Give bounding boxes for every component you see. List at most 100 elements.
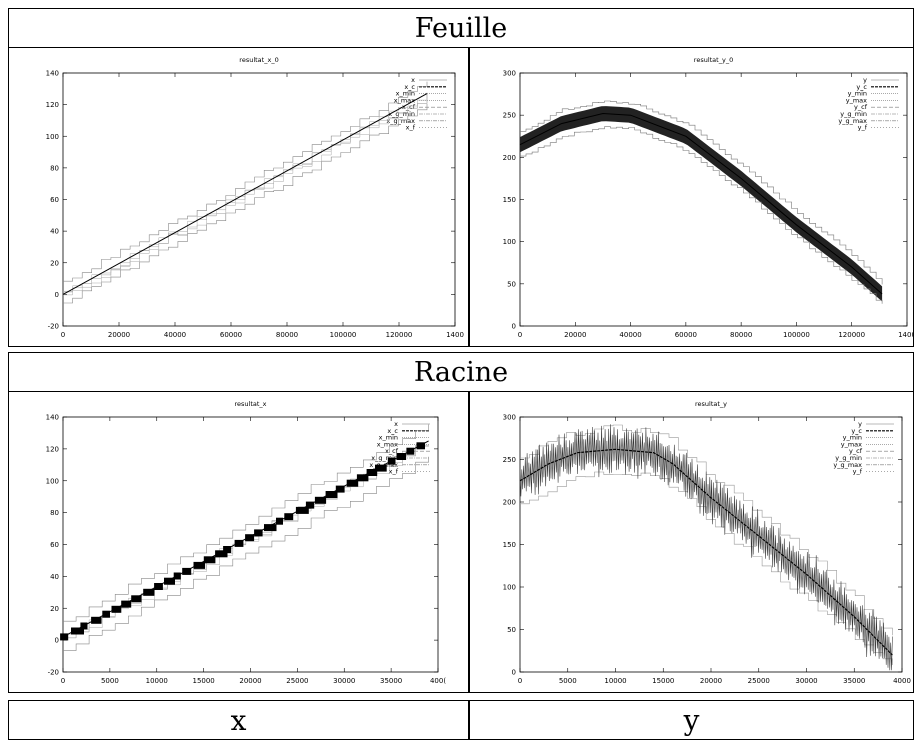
legend-label: y_g_min: [835, 454, 862, 462]
y-tick-label: -20: [48, 669, 59, 677]
series-x-block: [416, 442, 425, 450]
y-tick-label: 20: [50, 605, 59, 613]
series-x-block: [295, 506, 309, 514]
x-tick-label: 120000: [838, 331, 865, 339]
series-x-block: [406, 447, 415, 455]
legend-label: x: [394, 420, 398, 428]
series-x-block: [121, 600, 132, 608]
series-y: [519, 112, 883, 295]
legend-label: y_min: [843, 434, 862, 442]
series-x-block: [314, 496, 327, 504]
legend-label: x_min: [379, 434, 398, 442]
series-y-band: [520, 106, 883, 302]
chart-title: resultat_x: [234, 400, 266, 408]
chart-title: resultat_y_0: [694, 56, 733, 64]
y-tick-label: 80: [50, 164, 59, 172]
legend-label: y_g_max: [833, 461, 862, 469]
x-tick-label: 35000: [843, 677, 865, 685]
series-x-block: [193, 561, 206, 569]
y-tick-label: 40: [50, 228, 59, 236]
series-envelope: [63, 93, 428, 296]
x-tick-label: 5000: [559, 677, 577, 685]
series-x-block: [396, 453, 407, 460]
series-x-block: [215, 550, 228, 558]
legend-label: y_cf: [849, 447, 863, 455]
series-x-block: [111, 605, 122, 613]
legend-label: x_f: [389, 468, 399, 476]
x-tick-label: 100000: [783, 331, 810, 339]
series-y-oscillation: [519, 424, 893, 671]
x-tick-label: 40000: [619, 331, 641, 339]
x-tick-label: 40000: [164, 331, 186, 339]
x-tick-label: 60000: [220, 331, 242, 339]
series-x-block: [203, 556, 216, 564]
legend-label: y_cf: [854, 103, 868, 111]
chart-resultat-y-0: resultat_y_0 0 50 100 150 200 250 300 0 20000 4000…: [503, 56, 913, 339]
x-tick-label: 4000: [893, 677, 911, 685]
series-y_max: [520, 100, 883, 285]
y-tick-label: 200: [503, 154, 516, 162]
series-x-block: [91, 616, 102, 624]
y-tick-label: 200: [503, 499, 516, 507]
x-tick-label: 0: [518, 331, 522, 339]
series-x-block: [173, 572, 181, 580]
y-tick-label: 250: [503, 112, 516, 120]
y-tick-label: 120: [46, 101, 59, 109]
chart-panel-resultat-x: resultat_x -20 0 20 40 60 80 100 120 140 0 5000 1000…: [8, 391, 469, 693]
legend-label: y_f: [858, 124, 868, 132]
x-tick-label: 0: [61, 677, 65, 685]
series-x-block: [245, 534, 255, 542]
y-tick-label: 20: [50, 259, 59, 267]
x-tick-label: 80000: [730, 331, 752, 339]
x-tick-label: 20000: [239, 677, 261, 685]
x-tick-label: 25000: [286, 677, 308, 685]
legend-label: y: [863, 76, 867, 84]
series-y: [519, 448, 893, 656]
series-x-block: [131, 595, 142, 603]
series-x-block: [375, 464, 387, 472]
legend-label: x_max: [394, 96, 415, 104]
x-tick-label: 0: [61, 331, 65, 339]
legend-label: y_c: [851, 427, 862, 435]
series-x-block: [80, 622, 88, 630]
series-x-block: [223, 546, 232, 553]
series-x-block: [335, 485, 345, 493]
y-tick-label: 0: [55, 291, 59, 299]
series-x-block: [71, 627, 84, 635]
legend-label: y_g_max: [838, 117, 867, 125]
x-tick-label: 20000: [564, 331, 586, 339]
legend-label: x_min: [396, 90, 415, 98]
chart-resultat-y: resultat_y 0 50 100 150 200 250 300 0 5000 10000 15…: [503, 400, 911, 685]
series-x-block: [154, 583, 163, 590]
legend-label: y_g_min: [840, 110, 867, 118]
y-tick-label: 0: [55, 637, 59, 645]
legend-label: y_f: [853, 468, 863, 476]
chart-panel-resultat-y: resultat_y 0 50 100 150 200 250 300 0 5000 10000 15…: [469, 391, 914, 693]
y-tick-label: 150: [503, 541, 516, 549]
x-tick-label: 20000: [108, 331, 130, 339]
legend-label: x_c: [387, 427, 398, 435]
chart-panel-resultat-y-0: resultat_y_0 0 50 100 150 200 250 300 0 20000 4000…: [469, 47, 914, 347]
y-tick-label: 0: [512, 323, 516, 331]
y-tick-label: 100: [46, 133, 59, 141]
y-tick-label: 250: [503, 456, 516, 464]
y-tick-label: 50: [507, 280, 516, 288]
legend-label: x_cf: [402, 103, 416, 111]
y-tick-label: 140: [46, 414, 59, 422]
x-tick-label: 100000: [330, 331, 357, 339]
series-x-block: [254, 529, 263, 537]
y-tick-label: 120: [46, 445, 59, 453]
legend-label: x_cf: [385, 447, 399, 455]
x-tick-label: 30000: [333, 677, 355, 685]
section-title-feuille: Feuille: [8, 8, 914, 48]
series-x-block: [284, 513, 294, 521]
y-tick-label: 100: [503, 584, 516, 592]
legend-label: x_g_max: [386, 117, 415, 125]
series-x-block: [264, 524, 277, 532]
y-tick-label: 300: [503, 414, 516, 422]
series-x-block: [305, 501, 315, 509]
footer-label-y: y: [469, 700, 914, 740]
footer-label-x: x: [8, 700, 469, 740]
